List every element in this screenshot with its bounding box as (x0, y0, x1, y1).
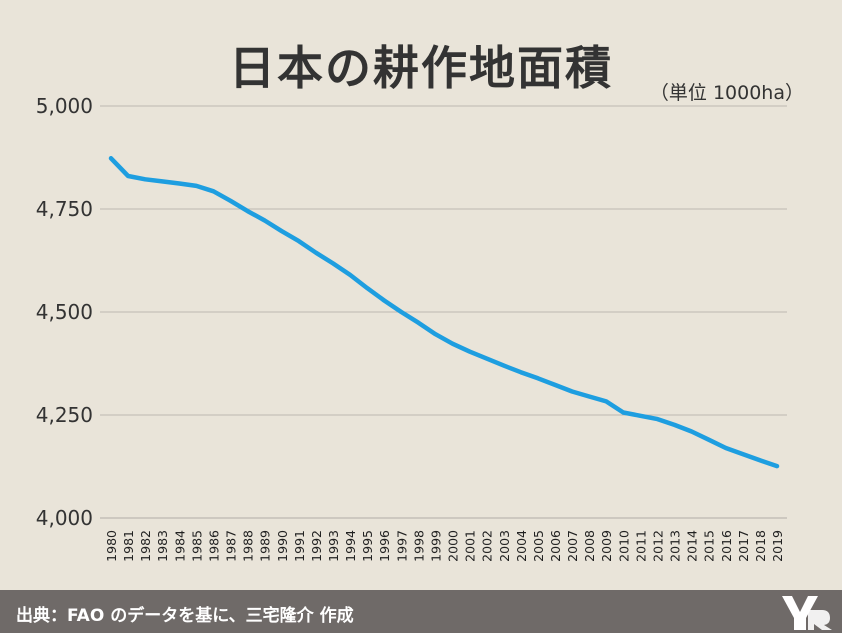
x-tick-label: 2004 (514, 530, 529, 562)
x-tick-label: 2009 (599, 530, 614, 562)
x-tick-label: 1989 (258, 530, 273, 562)
footer-bar: 出典：FAO のデータを基に、三宅隆介 作成 (0, 590, 842, 633)
x-tick-label: 2008 (582, 530, 597, 562)
chart-title: 日本の耕作地面積 (229, 41, 613, 95)
x-tick-label: 1998 (411, 530, 426, 562)
x-tick-label: 2005 (531, 530, 546, 562)
x-tick-label: 2014 (685, 530, 700, 562)
x-tick-label: 2019 (770, 530, 785, 562)
x-tick-label: 1992 (309, 530, 324, 562)
x-tick-label: 2012 (650, 530, 665, 562)
x-tick-label: 1981 (121, 530, 136, 562)
series-line (108, 156, 780, 469)
x-tick-label: 2016 (719, 530, 734, 562)
unit-label: （単位 1000ha） (649, 82, 804, 104)
x-tick-labels: 1980 1981 1982 1983 1984 1985 1986 1987 1988 1989… (104, 530, 785, 562)
y-tick-label: 4,250 (36, 403, 93, 427)
x-tick-label: 1983 (155, 530, 170, 562)
logo-icon (782, 596, 832, 630)
x-tick-label: 1988 (241, 530, 256, 562)
x-tick-label: 2010 (616, 530, 631, 562)
x-tick-label: 1980 (104, 530, 119, 562)
x-tick-label: 1993 (326, 530, 341, 562)
x-tick-label: 2015 (702, 530, 717, 562)
y-tick-label: 4,500 (36, 300, 93, 324)
x-tick-label: 1990 (275, 530, 290, 562)
x-tick-label: 2001 (463, 530, 478, 562)
x-tick-label: 1994 (343, 530, 358, 562)
x-tick-label: 2013 (668, 530, 683, 562)
y-tick-label: 4,000 (36, 506, 93, 530)
x-tick-label: 2017 (736, 530, 751, 562)
x-tick-label: 2000 (446, 530, 461, 562)
y-tick-labels: 4,000 4,250 4,500 4,750 5,000 (36, 94, 93, 530)
x-tick-label: 1999 (428, 530, 443, 562)
x-tick-label: 2011 (633, 530, 648, 562)
x-tick-label: 1982 (138, 530, 153, 562)
x-tick-label: 1984 (172, 530, 187, 562)
x-tick-label: 1986 (206, 530, 221, 562)
series-group (108, 156, 780, 469)
x-tick-label: 2002 (480, 530, 495, 562)
x-tick-label: 2007 (565, 530, 580, 562)
grid-lines (100, 105, 787, 519)
y-tick-label: 5,000 (36, 94, 93, 118)
x-tick-label: 1996 (377, 530, 392, 562)
x-tick-label: 1997 (394, 530, 409, 562)
x-tick-label: 1995 (360, 530, 375, 562)
x-tick-label: 2006 (548, 530, 563, 562)
x-tick-label: 1987 (224, 530, 239, 562)
y-tick-label: 4,750 (36, 197, 93, 221)
x-tick-label: 1991 (292, 530, 307, 562)
x-tick-label: 1985 (189, 530, 204, 562)
x-tick-label: 2018 (753, 530, 768, 562)
x-tick-label: 2003 (497, 530, 512, 562)
source-credit: 出典：FAO のデータを基に、三宅隆介 作成 (16, 606, 354, 626)
